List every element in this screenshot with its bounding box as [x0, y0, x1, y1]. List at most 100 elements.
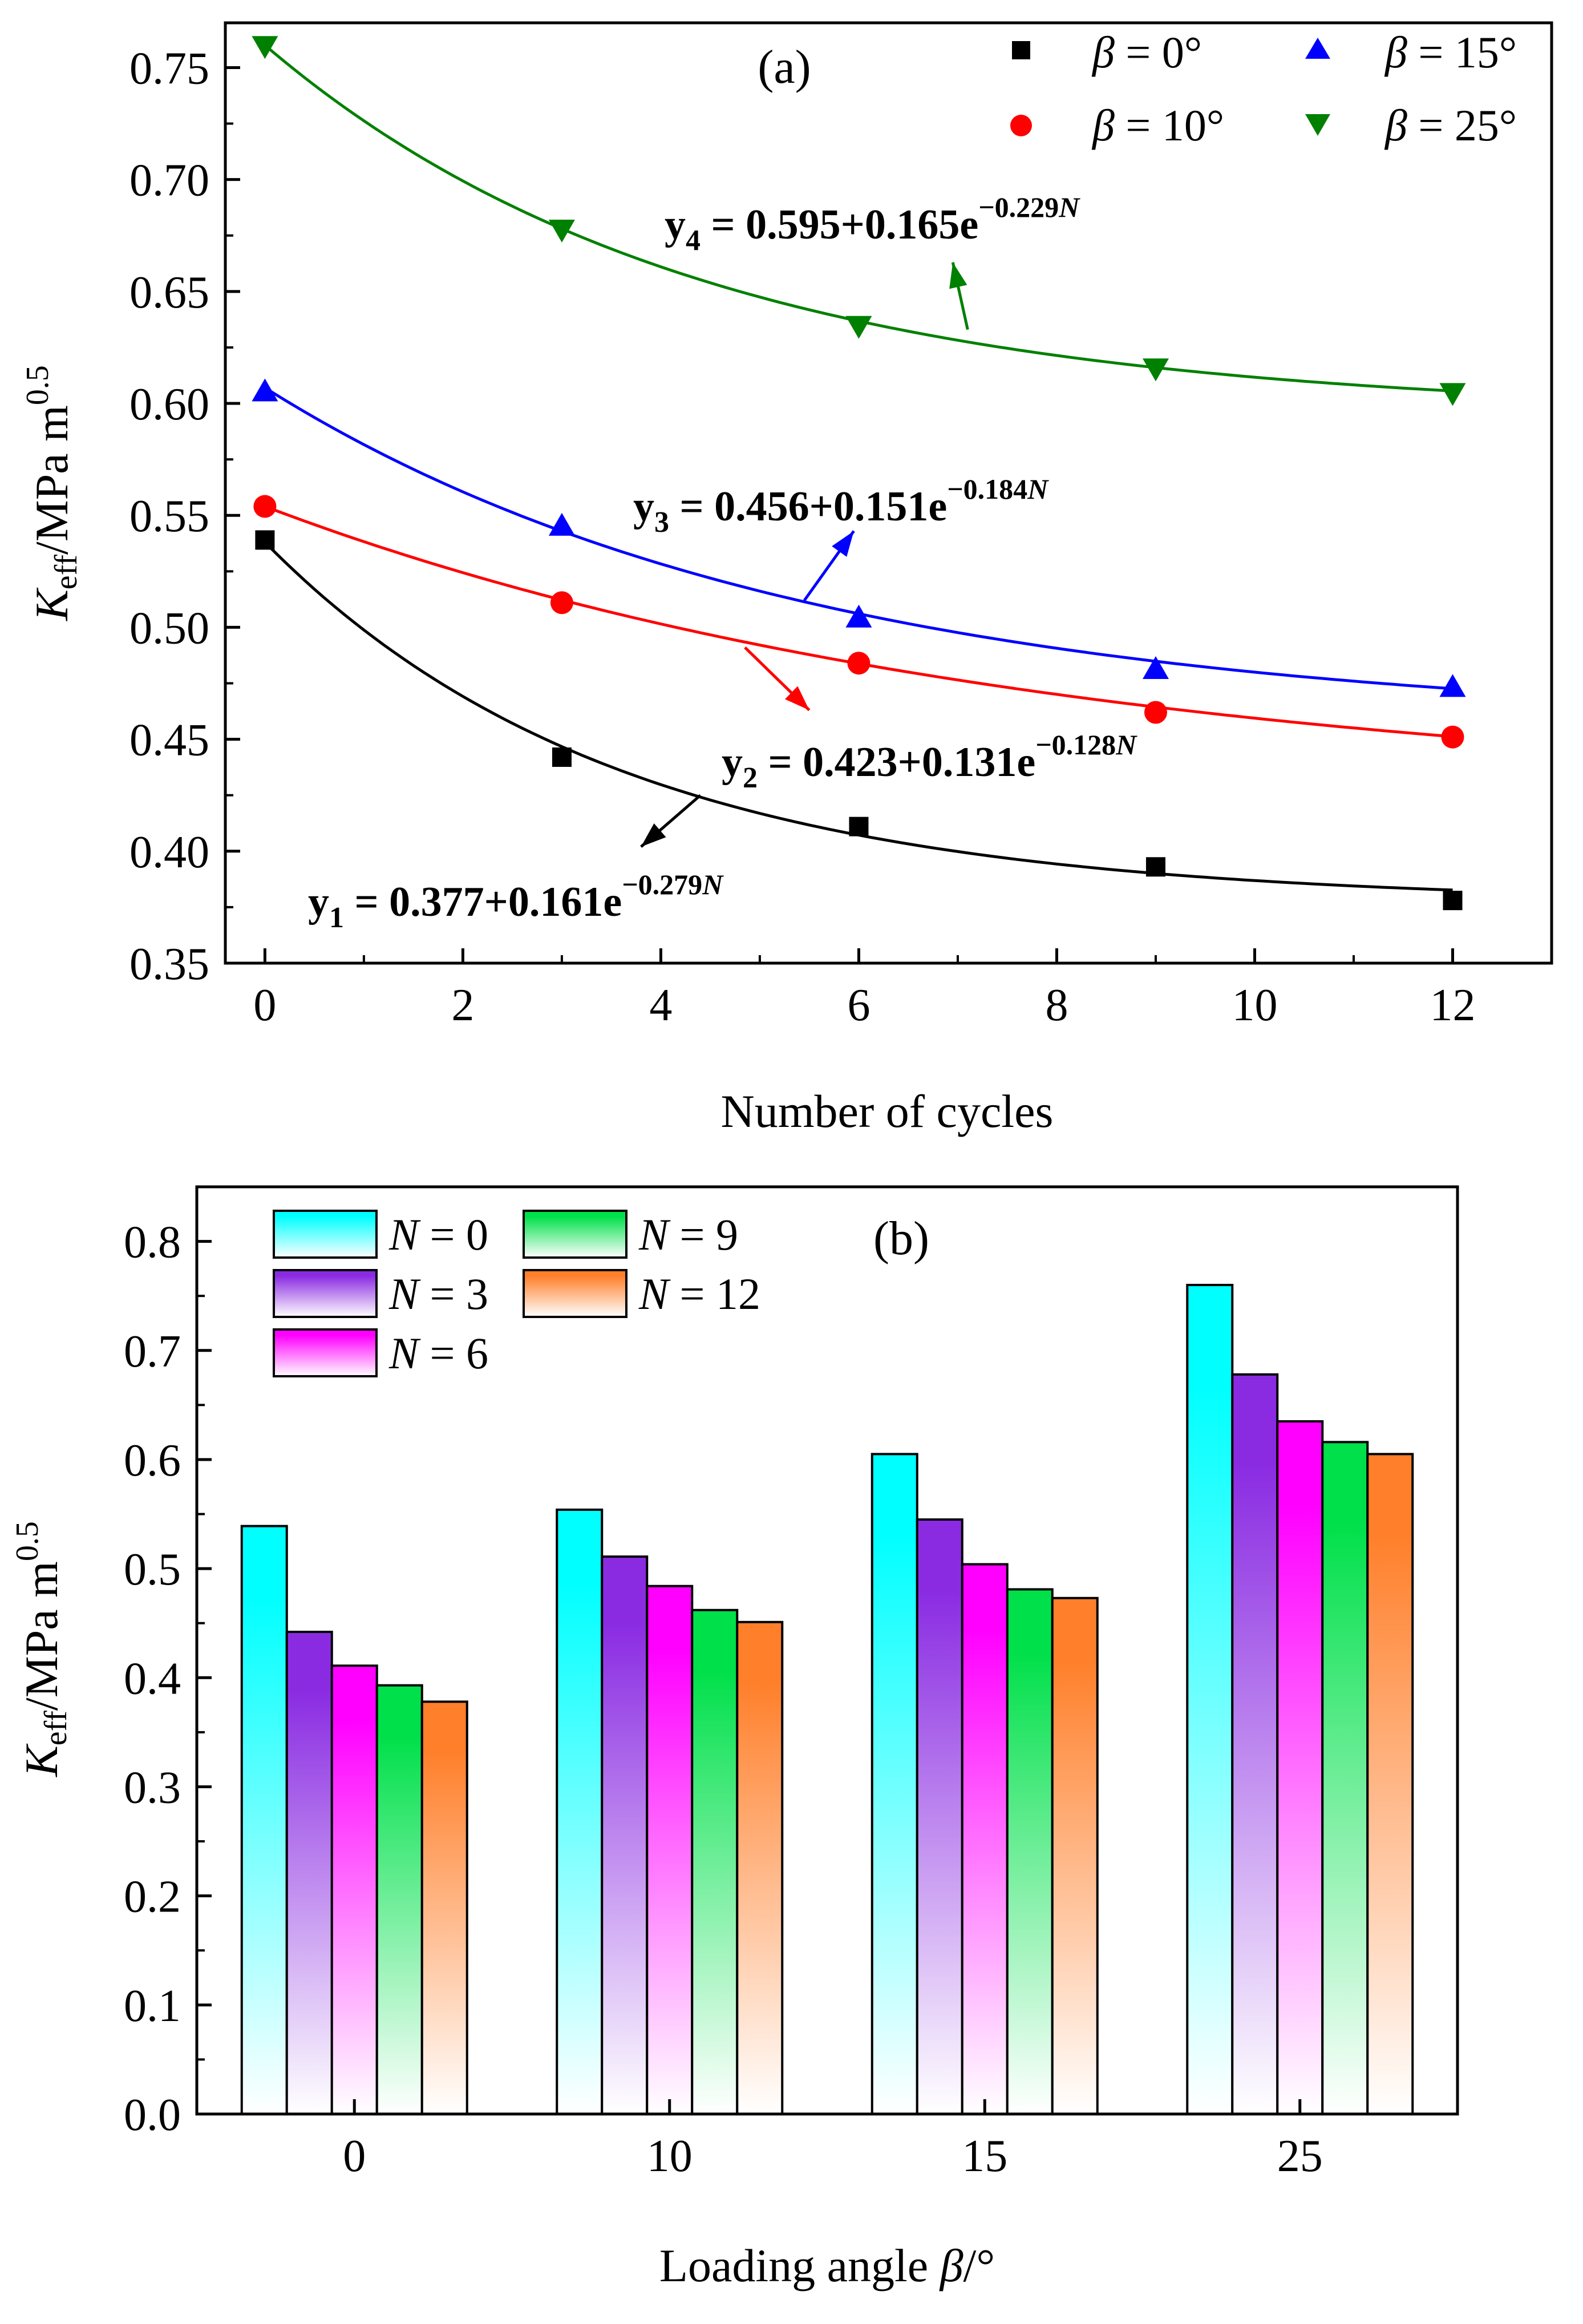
- y-tick-label: 0.3: [124, 1763, 181, 1813]
- y-tick-label: 0.5: [124, 1545, 181, 1595]
- panel-a-data-points: [252, 36, 1466, 911]
- x-tick-label: 10: [647, 2131, 693, 2181]
- x-tick-label: 4: [649, 980, 672, 1030]
- bar-angle-25-n-series-4: [1366, 1453, 1414, 2115]
- panel-b-bars: [240, 1284, 1414, 2116]
- bar-angle-10-n-series-4: [736, 1620, 784, 2116]
- bar-angle-15-n-series-0: [871, 1453, 918, 2115]
- legend-label-beta-15: β = 15°: [1384, 27, 1517, 77]
- data-point-series-2: [252, 378, 278, 402]
- legend-item-n-0: N = 0: [273, 1210, 488, 1259]
- legend-swatch-n-9: [523, 1210, 627, 1259]
- panel-b-bar-chart: 0.0 0.1 0.2 0.3 0.4 0.5 0.6 0.7 0.8 0 10 15 25 (b) L…: [10, 1185, 1459, 2291]
- x-tick-label: 25: [1277, 2131, 1323, 2181]
- bar-angle-15-n-series-3: [1006, 1588, 1054, 2115]
- panel-a-y-axis-title: Keff/MPa m0.5: [20, 365, 84, 621]
- bar-angle-15-n-series-1: [916, 1518, 963, 2115]
- legend-marker-square: [1012, 41, 1030, 59]
- panel-b-plot-frame: [195, 1185, 1459, 2116]
- y-tick-label: 0.55: [129, 491, 209, 541]
- y-tick-label: 0.1: [124, 1981, 181, 2031]
- y-tick-label: 0.2: [124, 1872, 181, 1922]
- y-tick-label: 0.65: [129, 268, 209, 318]
- bar-angle-25-n-series-3: [1321, 1441, 1369, 2116]
- legend-item-n-6: N = 6: [273, 1328, 488, 1378]
- x-tick-label: 10: [1232, 980, 1277, 1030]
- legend-marker-triangle-down: [1305, 114, 1330, 136]
- bar-angle-0-n-series-2: [330, 1664, 378, 2115]
- data-point-series-3: [845, 316, 872, 339]
- bar-angle-15-n-series-4: [1051, 1597, 1099, 2116]
- equation-y2: y2 = 0.423+0.131e−0.128N: [722, 729, 1137, 794]
- legend-label-beta-10: β = 10°: [1091, 100, 1224, 150]
- legend-item-beta-0: β = 0°: [1012, 27, 1202, 77]
- y-tick-label: 0.35: [129, 939, 209, 989]
- data-point-series-2: [845, 604, 872, 628]
- data-point-series-0: [1145, 857, 1165, 877]
- data-point-series-0: [255, 530, 275, 550]
- bar-angle-10-n-series-3: [691, 1608, 739, 2115]
- legend-label-n-6: N = 6: [388, 1328, 488, 1378]
- legend-item-n-12: N = 12: [523, 1269, 760, 1319]
- legend-label-beta-0: β = 0°: [1091, 27, 1202, 77]
- bar-angle-25-n-series-1: [1231, 1373, 1279, 2115]
- legend-item-n-9: N = 9: [523, 1210, 738, 1259]
- panel-b-label: (b): [873, 1212, 929, 1265]
- bar-angle-0-n-series-0: [240, 1525, 288, 2115]
- data-point-series-1: [847, 652, 871, 675]
- panel-a-legend: β = 0° β = 15° β = 10° β = 25°: [1010, 27, 1517, 150]
- panel-b-y-axis-title: Keff/MPa m0.5: [10, 1521, 74, 1777]
- panel-a-line-chart: 0 2 4 6 8 10 12 0.35 0.40 0.45 0.50 0.55 0.60 0.65 0.7…: [20, 21, 1553, 1137]
- legend-swatch-n-6: [273, 1328, 378, 1377]
- legend-marker-circle: [1010, 115, 1032, 136]
- y-tick-label: 0.45: [129, 716, 209, 766]
- bar-angle-0-n-series-1: [285, 1631, 333, 2115]
- bar-angle-0-n-series-4: [420, 1700, 468, 2116]
- annotation-arrow-head: [785, 686, 809, 710]
- x-tick-label: 2: [451, 980, 474, 1030]
- y-tick-label: 0.40: [129, 827, 209, 878]
- y-tick-label: 0.0: [124, 2090, 181, 2140]
- y-tick-label: 0.60: [129, 379, 209, 430]
- x-tick-label: 6: [847, 980, 870, 1030]
- data-point-series-1: [550, 591, 573, 615]
- x-tick-label: 12: [1430, 980, 1475, 1030]
- data-point-series-1: [1441, 725, 1464, 749]
- legend-item-beta-10: β = 10°: [1010, 100, 1224, 150]
- y-tick-label: 0.75: [129, 43, 209, 94]
- annotation-arrow-head: [949, 262, 967, 289]
- legend-label-beta-25: β = 25°: [1384, 100, 1517, 150]
- equation-y3: y3 = 0.456+0.151e−0.184N: [633, 473, 1049, 539]
- data-point-series-2: [1439, 674, 1466, 697]
- equation-y1: y1 = 0.377+0.161e−0.279N: [308, 868, 724, 934]
- panel-a-x-axis-title: Number of cycles: [721, 1085, 1054, 1137]
- x-tick-label: 0: [253, 980, 276, 1030]
- legend-label-n-3: N = 3: [388, 1269, 488, 1319]
- legend-item-n-3: N = 3: [273, 1269, 488, 1319]
- legend-label-n-9: N = 9: [638, 1210, 738, 1259]
- bar-angle-25-n-series-0: [1186, 1284, 1234, 2115]
- y-tick-label: 0.70: [129, 156, 209, 206]
- data-point-series-2: [1142, 656, 1169, 679]
- bar-angle-10-n-series-2: [646, 1585, 694, 2115]
- data-point-series-0: [1443, 891, 1463, 911]
- data-point-series-3: [1439, 383, 1466, 406]
- data-point-series-1: [1144, 701, 1167, 724]
- y-tick-label: 0.8: [124, 1218, 181, 1268]
- legend-swatch-n-12: [523, 1269, 627, 1318]
- bar-angle-10-n-series-1: [601, 1555, 649, 2115]
- x-tick-label: 0: [343, 2131, 366, 2181]
- panel-a-annotation-arrows: [640, 262, 969, 848]
- fit-curve-series-2: [264, 386, 1453, 690]
- panel-b-legend: N = 0 N = 9 N = 3 N = 12 N = 6: [273, 1210, 760, 1378]
- fit-curve-series-0: [264, 541, 1453, 892]
- panel-a-label: (a): [758, 41, 811, 94]
- data-point-series-2: [548, 512, 575, 536]
- y-tick-label: 0.50: [129, 603, 209, 653]
- x-tick-label: 15: [962, 2131, 1007, 2181]
- bar-angle-15-n-series-2: [961, 1563, 1009, 2116]
- legend-swatch-n-0: [273, 1210, 378, 1259]
- data-point-series-3: [252, 36, 278, 59]
- y-tick-label: 0.6: [124, 1436, 181, 1486]
- panel-b-x-axis-title: Loading angle β/°: [659, 2240, 995, 2291]
